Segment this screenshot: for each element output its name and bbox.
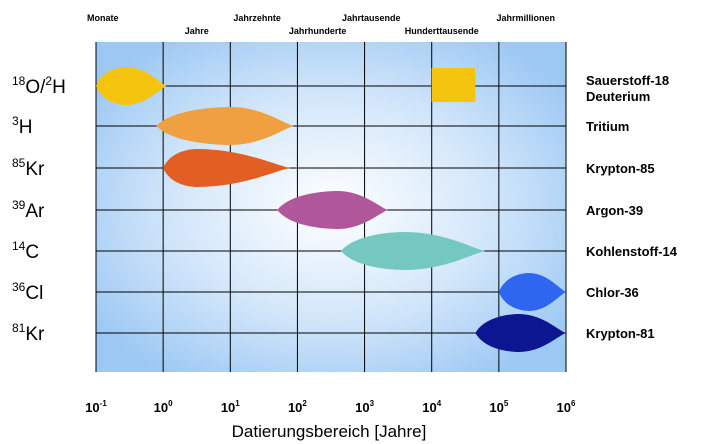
range-band-argon-39 <box>277 191 389 229</box>
isotope-symbol: 18O/2H <box>12 74 66 98</box>
range-band-tritium <box>156 107 295 145</box>
isotope-name: Krypton-81 <box>586 326 655 341</box>
range-band-sauerstoff-18 <box>431 68 476 102</box>
timescale-label: Jahre <box>185 26 209 36</box>
range-band-krypton-85 <box>163 149 291 187</box>
isotope-symbol: 14C <box>12 239 39 263</box>
timescale-label: Jahrhunderte <box>289 26 347 36</box>
isotope-name: Kohlenstoff-14 <box>586 244 678 259</box>
isotope-name: Sauerstoff-18 <box>586 73 669 88</box>
grid <box>95 42 567 372</box>
range-band-chlor-36 <box>498 273 566 311</box>
x-tick-label: 10-1 <box>85 399 107 415</box>
range-band-krypton-81 <box>475 314 566 352</box>
range-band-kohlenstoff-14 <box>341 232 486 270</box>
x-tick-label: 101 <box>221 399 240 415</box>
x-tick-label: 106 <box>557 399 576 415</box>
x-tick-label: 103 <box>355 399 374 415</box>
isotope-name: Tritium <box>586 119 629 134</box>
isotope-symbol: 85Kr <box>12 156 45 180</box>
x-tick-label: 100 <box>154 399 173 415</box>
range-bands <box>96 67 566 352</box>
x-tick-labels: 10-1 100 101 102 103 104 105 106 <box>85 399 576 415</box>
timescale-label: Jahrmillionen <box>496 13 555 23</box>
isotope-symbol: 81Kr <box>12 321 45 345</box>
timescale-labels: Monate Jahre Jahrzehnte Jahrhunderte Jahrtau… <box>87 13 555 36</box>
x-tick-label: 102 <box>288 399 307 415</box>
isotope-name: Argon-39 <box>586 203 643 218</box>
isotope-symbol: 36Cl <box>12 280 43 304</box>
isotope-symbol: 3H <box>12 114 32 138</box>
timescale-label: Jahrtausende <box>342 13 401 23</box>
x-tick-label: 105 <box>489 399 508 415</box>
isotope-symbols: 18O/2H 3H 85Kr 39Ar 14C 36Cl 81Kr <box>12 74 66 345</box>
x-axis-label: Datierungsbereich [Jahre] <box>232 422 427 441</box>
timescale-label: Jahrzehnte <box>233 13 281 23</box>
isotope-name: Deuterium <box>586 89 650 104</box>
isotope-name: Krypton-85 <box>586 161 655 176</box>
isotope-name: Chlor-36 <box>586 285 639 300</box>
timescale-label: Hunderttausende <box>405 26 479 36</box>
x-tick-label: 104 <box>422 399 441 415</box>
isotope-symbol: 39Ar <box>12 198 45 222</box>
timescale-label: Monate <box>87 13 119 23</box>
range-band-sauerstoff-18 <box>96 67 167 105</box>
